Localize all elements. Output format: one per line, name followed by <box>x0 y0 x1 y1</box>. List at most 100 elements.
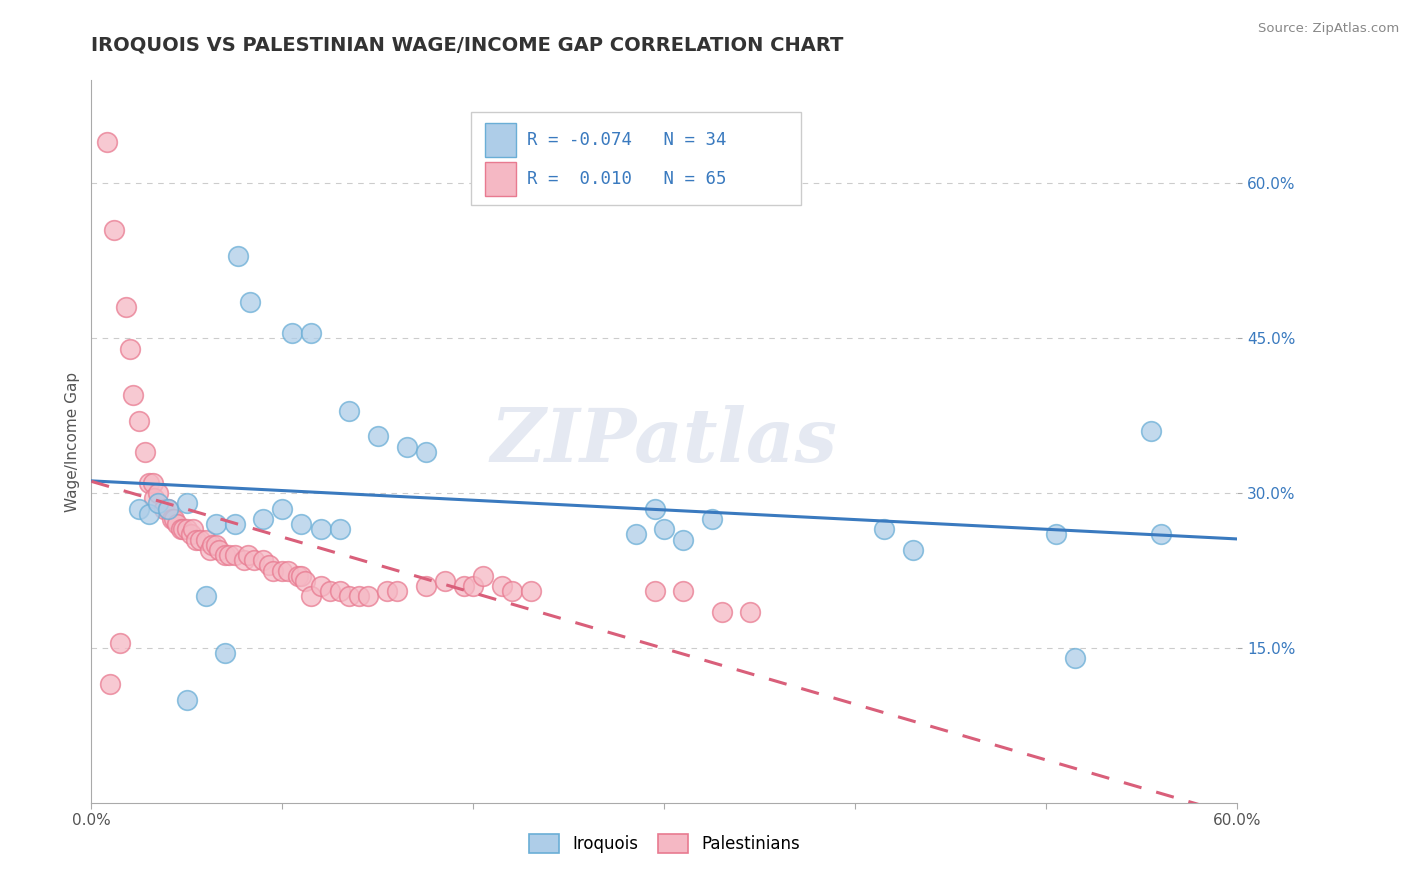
Point <box>180 527 202 541</box>
Point <box>290 517 312 532</box>
Point <box>329 584 352 599</box>
Point <box>1064 651 1087 665</box>
Point <box>128 414 150 428</box>
Point <box>122 388 145 402</box>
Point <box>103 223 125 237</box>
Point <box>96 135 118 149</box>
Point <box>710 605 733 619</box>
Point <box>224 548 246 562</box>
Point <box>873 522 896 536</box>
Point <box>208 542 231 557</box>
Point <box>901 542 924 557</box>
Point <box>415 579 437 593</box>
Point <box>271 564 294 578</box>
Point <box>644 501 666 516</box>
Text: IROQUOIS VS PALESTINIAN WAGE/INCOME GAP CORRELATION CHART: IROQUOIS VS PALESTINIAN WAGE/INCOME GAP … <box>91 36 844 54</box>
Point <box>166 517 188 532</box>
Point <box>170 522 193 536</box>
Point <box>228 249 250 263</box>
Point <box>138 507 160 521</box>
Point <box>367 429 389 443</box>
Point <box>287 568 309 582</box>
Point <box>309 522 332 536</box>
Point <box>319 584 342 599</box>
Point <box>176 692 198 706</box>
Point <box>415 445 437 459</box>
Point <box>224 517 246 532</box>
Point <box>138 475 160 490</box>
Text: ZIPatlas: ZIPatlas <box>491 405 838 478</box>
Point <box>156 501 179 516</box>
Point <box>162 512 184 526</box>
Point <box>242 553 264 567</box>
Point <box>233 553 256 567</box>
Point <box>201 538 224 552</box>
Point <box>471 568 494 582</box>
Text: R =  0.010   N = 65: R = 0.010 N = 65 <box>527 170 727 188</box>
Point <box>114 301 136 315</box>
Point <box>172 522 194 536</box>
Point <box>252 512 274 526</box>
Point <box>299 326 322 340</box>
Point <box>194 590 217 604</box>
Point <box>148 486 170 500</box>
Point <box>309 579 332 593</box>
Point <box>433 574 456 588</box>
Point <box>453 579 475 593</box>
Point <box>262 564 284 578</box>
Point <box>347 590 370 604</box>
Point <box>156 501 179 516</box>
Point <box>181 522 204 536</box>
Point <box>700 512 723 526</box>
Point <box>463 579 485 593</box>
Point <box>160 512 183 526</box>
Text: R = -0.074   N = 34: R = -0.074 N = 34 <box>527 130 727 149</box>
Point <box>218 548 240 562</box>
Point <box>271 501 294 516</box>
Point <box>672 533 695 547</box>
Point <box>277 564 299 578</box>
Point <box>188 533 211 547</box>
Point <box>204 517 226 532</box>
Point <box>501 584 523 599</box>
Point <box>204 538 226 552</box>
Point <box>491 579 513 593</box>
Point <box>176 522 198 536</box>
Point <box>624 527 647 541</box>
Y-axis label: Wage/Income Gap: Wage/Income Gap <box>65 371 80 512</box>
Point <box>1150 527 1173 541</box>
Point <box>337 590 360 604</box>
Point <box>100 677 122 691</box>
Point <box>1045 527 1067 541</box>
Point <box>198 542 221 557</box>
Point <box>239 295 262 310</box>
Point <box>281 326 304 340</box>
Point <box>644 584 666 599</box>
Point <box>337 403 360 417</box>
Point <box>652 522 675 536</box>
Point <box>395 440 418 454</box>
Point <box>357 590 380 604</box>
Point <box>186 533 208 547</box>
Point <box>118 342 141 356</box>
Point <box>236 548 259 562</box>
Point <box>148 496 170 510</box>
Point <box>294 574 316 588</box>
Point <box>740 605 762 619</box>
Point <box>385 584 408 599</box>
Point <box>214 548 236 562</box>
Point <box>329 522 352 536</box>
Point <box>141 475 163 490</box>
Point <box>134 445 156 459</box>
Point <box>1140 424 1163 438</box>
Point <box>377 584 399 599</box>
Point <box>672 584 695 599</box>
Point <box>176 496 198 510</box>
Point <box>519 584 541 599</box>
Point <box>194 533 217 547</box>
Point <box>108 636 131 650</box>
Point <box>153 501 176 516</box>
Point <box>143 491 166 506</box>
Point <box>128 501 150 516</box>
Text: Source: ZipAtlas.com: Source: ZipAtlas.com <box>1258 22 1399 36</box>
